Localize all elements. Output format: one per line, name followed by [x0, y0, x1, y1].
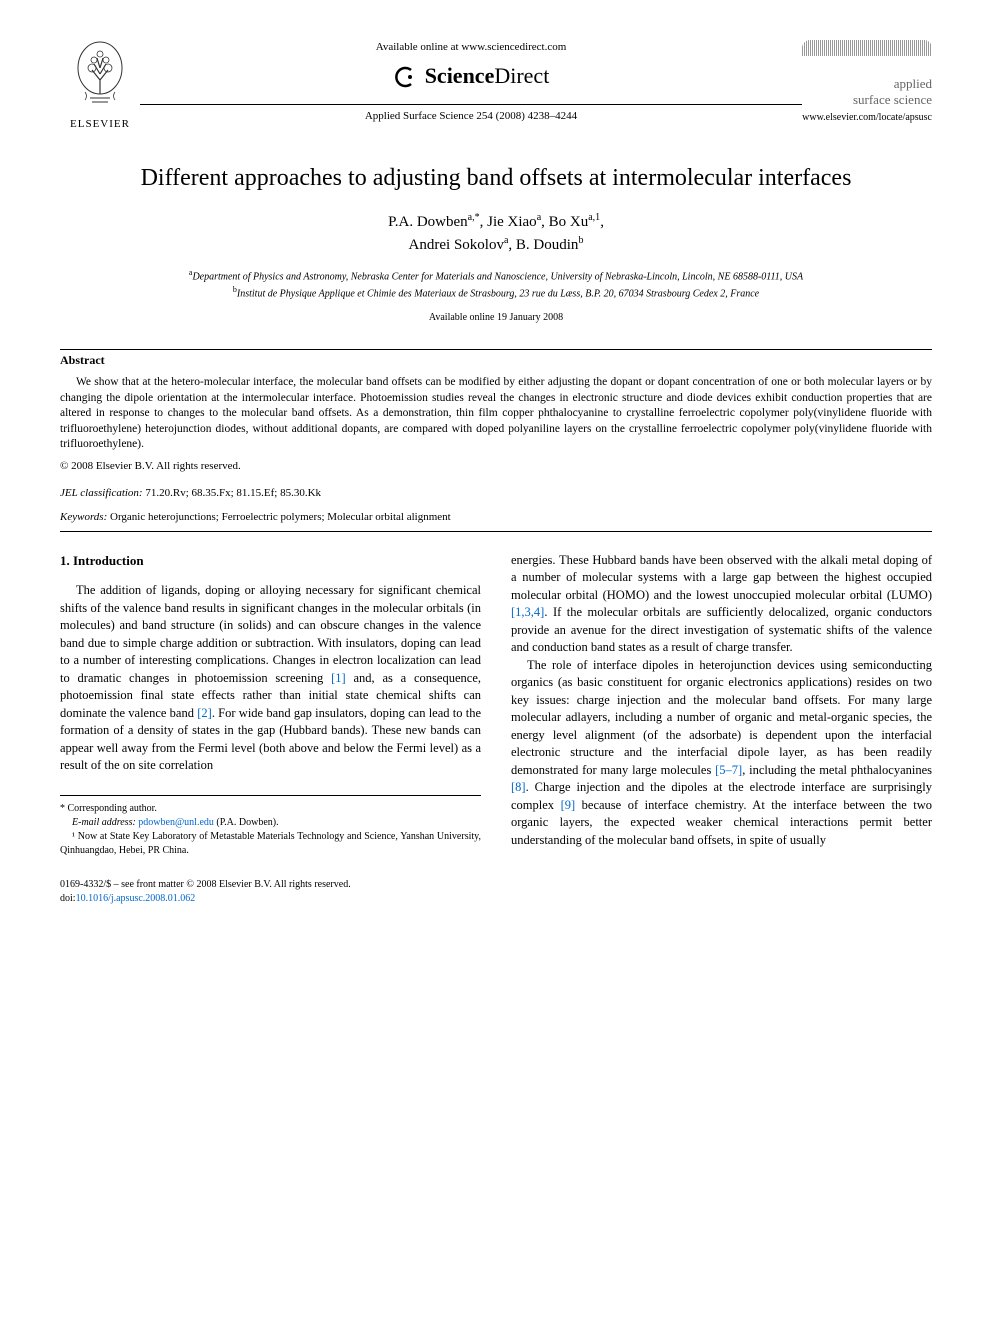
- intro-paragraph-1-cont: energies. These Hubbard bands have been …: [511, 552, 932, 657]
- intro-paragraph-1: The addition of ligands, doping or alloy…: [60, 582, 481, 775]
- affiliation-a: Department of Physics and Astronomy, Neb…: [192, 271, 803, 282]
- author-1: P.A. Dowben: [388, 214, 468, 230]
- keywords-line: Keywords: Organic heterojunctions; Ferro…: [60, 510, 932, 525]
- intro-paragraph-2: The role of interface dipoles in heteroj…: [511, 657, 932, 850]
- center-header: Available online at www.sciencedirect.co…: [140, 40, 802, 125]
- email-line: E-mail address: pdowben@unl.edu (P.A. Do…: [60, 816, 481, 830]
- jel-classification: JEL classification: 71.20.Rv; 68.35.Fx; …: [60, 486, 932, 501]
- section-1-heading: 1. Introduction: [60, 552, 481, 570]
- ref-link-2[interactable]: [2]: [197, 706, 212, 720]
- ass-logo-bar: [802, 40, 932, 56]
- elsevier-logo: ELSEVIER: [60, 40, 140, 133]
- corresponding-author-note: * Corresponding author.: [60, 802, 481, 816]
- front-matter-line: 0169-4332/$ – see front matter © 2008 El…: [60, 878, 932, 892]
- ref-link-8[interactable]: [8]: [511, 780, 526, 794]
- footnote-1: ¹ Now at State Key Laboratory of Metasta…: [60, 830, 481, 858]
- abstract-heading: Abstract: [60, 352, 932, 369]
- doi-line: doi:10.1016/j.apsusc.2008.01.062: [60, 892, 932, 906]
- sciencedirect-text: ScienceDirect: [425, 61, 550, 92]
- journal-logo-block: applied surface science www.elsevier.com…: [802, 40, 932, 125]
- abstract-text: We show that at the hetero-molecular int…: [60, 375, 932, 453]
- available-online-text: Available online at www.sciencedirect.co…: [140, 40, 802, 55]
- ref-link-1[interactable]: [1]: [331, 671, 346, 685]
- ref-link-5-7[interactable]: [5–7]: [715, 763, 742, 777]
- ref-link-134[interactable]: [1,3,4]: [511, 605, 544, 619]
- elsevier-tree-icon: [70, 40, 130, 110]
- author-4: Andrei Sokolov: [409, 237, 504, 253]
- sciencedirect-c-icon: [393, 64, 419, 90]
- affiliations-block: aDepartment of Physics and Astronomy, Ne…: [60, 267, 932, 302]
- body-columns: 1. Introduction The addition of ligands,…: [60, 552, 932, 858]
- ref-link-9[interactable]: [9]: [561, 798, 576, 812]
- email-link[interactable]: pdowben@unl.edu: [136, 817, 217, 828]
- copyright-line: © 2008 Elsevier B.V. All rights reserved…: [60, 459, 932, 474]
- sciencedirect-logo: ScienceDirect: [140, 61, 802, 92]
- ass-journal-logo: applied surface science: [802, 76, 932, 107]
- article-title: Different approaches to adjusting band o…: [60, 163, 932, 194]
- journal-reference: Applied Surface Science 254 (2008) 4238–…: [140, 109, 802, 124]
- footer-bar: 0169-4332/$ – see front matter © 2008 El…: [60, 878, 932, 906]
- available-date: Available online 19 January 2008: [60, 311, 932, 325]
- authors-block: P.A. Dowbena,*, Jie Xiaoa, Bo Xua,1, And…: [60, 210, 932, 257]
- elsevier-label: ELSEVIER: [60, 117, 140, 132]
- affiliation-b: Institut de Physique Applique et Chimie …: [237, 288, 759, 299]
- left-column: 1. Introduction The addition of ligands,…: [60, 552, 481, 858]
- footnotes-block: * Corresponding author. E-mail address: …: [60, 795, 481, 858]
- doi-link[interactable]: 10.1016/j.apsusc.2008.01.062: [76, 893, 196, 904]
- page-header: ELSEVIER Available online at www.science…: [60, 40, 932, 133]
- right-column: energies. These Hubbard bands have been …: [511, 552, 932, 858]
- journal-url: www.elsevier.com/locate/apsusc: [802, 111, 932, 125]
